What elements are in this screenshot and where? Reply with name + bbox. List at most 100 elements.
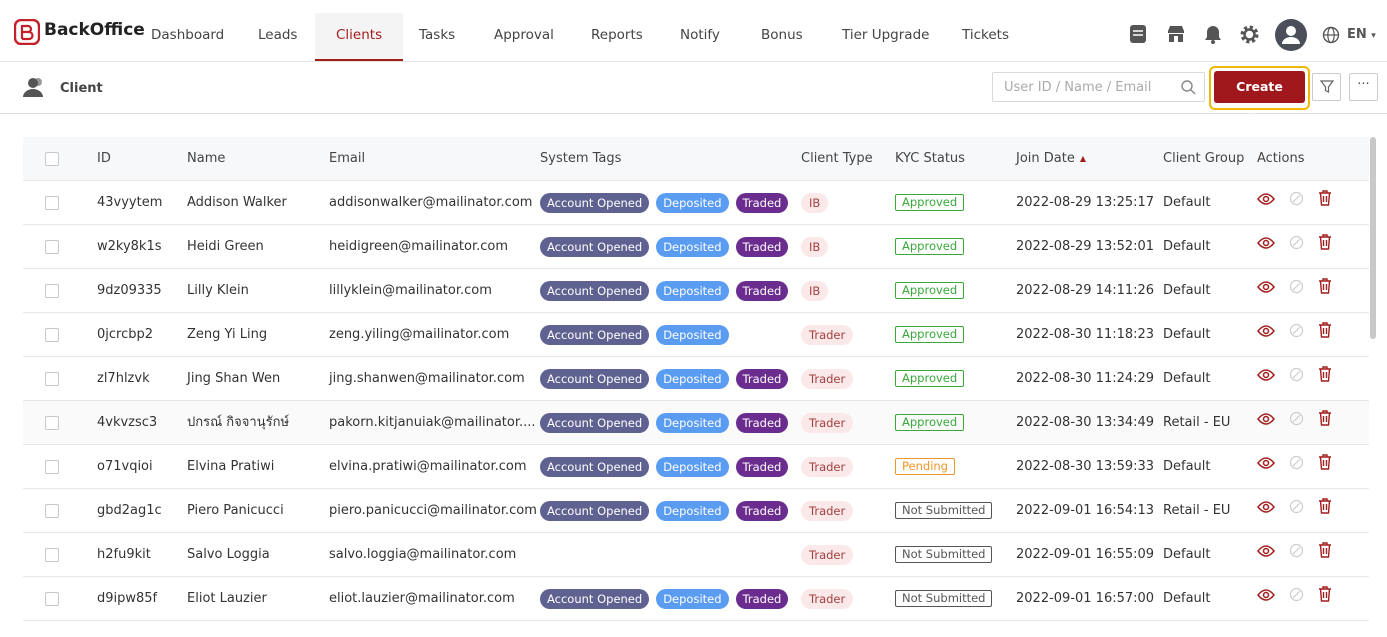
kyc-cell: Approved — [895, 313, 965, 357]
disable-icon[interactable] — [1289, 269, 1304, 313]
globe-icon[interactable] — [1322, 26, 1340, 44]
disable-icon[interactable] — [1289, 357, 1304, 401]
logo-text: BackOffice — [44, 20, 145, 40]
table-row: d9ipw85f Eliot Lauzier eliot.lauzier@maili… — [23, 577, 1369, 621]
view-icon[interactable] — [1257, 357, 1275, 401]
checkbox-cell — [45, 577, 59, 621]
kyc-status-badge: Approved — [895, 414, 965, 431]
kyc-cell: Not Submitted — [895, 533, 993, 577]
checkbox[interactable] — [45, 503, 59, 518]
search-input[interactable]: User ID / Name / Email — [992, 72, 1205, 102]
client-type-cell: IB — [801, 269, 829, 313]
delete-icon[interactable] — [1318, 313, 1332, 357]
checkbox[interactable] — [45, 195, 59, 210]
system-tag: Traded — [735, 192, 789, 213]
delete-icon[interactable] — [1318, 533, 1332, 577]
stack-icon[interactable] — [1128, 24, 1148, 44]
system-tag: Deposited — [656, 280, 729, 301]
delete-icon[interactable] — [1318, 577, 1332, 621]
view-icon[interactable] — [1257, 533, 1275, 577]
logo-icon — [14, 19, 40, 45]
checkbox[interactable] — [45, 591, 59, 606]
checkbox-cell — [45, 269, 59, 313]
disable-icon[interactable] — [1289, 401, 1304, 445]
nav-item[interactable]: Dashboard — [151, 27, 225, 43]
delete-icon[interactable] — [1318, 357, 1332, 401]
nav-item[interactable]: Approval — [494, 27, 554, 43]
nav-item[interactable]: Bonus — [761, 27, 803, 43]
client-group: Default — [1163, 591, 1211, 606]
checkbox[interactable] — [45, 283, 59, 298]
system-tag: Deposited — [656, 324, 729, 345]
disable-icon[interactable] — [1289, 313, 1304, 357]
search-icon — [1181, 80, 1196, 95]
client-name: Zeng Yi Ling — [187, 327, 268, 342]
delete-icon[interactable] — [1318, 181, 1332, 225]
client-email: jing.shanwen@mailinator.com — [329, 371, 525, 386]
disable-icon[interactable] — [1289, 533, 1304, 577]
view-icon[interactable] — [1257, 225, 1275, 269]
view-icon[interactable] — [1257, 577, 1275, 621]
view-icon[interactable] — [1257, 401, 1275, 445]
disable-icon[interactable] — [1289, 181, 1304, 225]
client-type-badge: Trader — [801, 324, 854, 345]
delete-icon[interactable] — [1318, 489, 1332, 533]
language-selector[interactable]: EN ▾ — [1347, 27, 1376, 42]
checkbox[interactable] — [45, 547, 59, 562]
delete-icon[interactable] — [1318, 445, 1332, 489]
client-id: h2fu9kit — [97, 547, 151, 562]
checkbox[interactable] — [45, 371, 59, 386]
nav-item[interactable]: Reports — [591, 27, 643, 43]
system-tag: Account Opened — [540, 368, 650, 389]
view-icon[interactable] — [1257, 181, 1275, 225]
bell-icon[interactable] — [1203, 24, 1223, 44]
column-header: Join Date ▲ — [1016, 151, 1086, 166]
actions-cell — [1257, 357, 1346, 401]
checkbox[interactable] — [45, 239, 59, 254]
table-row: zl7hlzvk Jing Shan Wen jing.shanwen@mailin… — [23, 357, 1369, 401]
nav-item[interactable]: Tasks — [419, 27, 456, 43]
filter-button[interactable] — [1312, 73, 1341, 101]
more-button[interactable]: ··· — [1349, 73, 1378, 101]
settings-icon[interactable] — [1239, 24, 1260, 45]
client-name: Elvina Pratiwi — [187, 459, 275, 474]
nav-item[interactable]: Notify — [680, 27, 720, 43]
view-icon[interactable] — [1257, 489, 1275, 533]
delete-icon[interactable] — [1318, 225, 1332, 269]
disable-icon[interactable] — [1289, 225, 1304, 269]
view-icon[interactable] — [1257, 445, 1275, 489]
nav-item[interactable]: Clients — [315, 13, 404, 61]
system-tag: Account Opened — [540, 236, 650, 257]
checkbox[interactable] — [45, 327, 59, 342]
store-icon[interactable] — [1166, 24, 1186, 44]
create-client-button[interactable]: Create Client — [1214, 71, 1305, 126]
client-type-cell: Trader — [801, 489, 854, 533]
disable-icon[interactable] — [1289, 577, 1304, 621]
table-row: gbd2ag1c Piero Panicucci piero.panicucci@m… — [23, 489, 1369, 533]
kyc-status-badge: Not Submitted — [895, 502, 993, 519]
system-tag: Deposited — [656, 412, 729, 433]
client-type-badge: Trader — [801, 588, 854, 609]
checkbox[interactable] — [45, 415, 59, 430]
nav-item[interactable]: Leads — [258, 27, 298, 43]
client-email: addisonwalker@mailinator.com — [329, 195, 533, 210]
system-tags: Account Opened Deposited Traded — [540, 445, 795, 489]
kyc-cell: Approved — [895, 401, 965, 445]
checkbox[interactable] — [45, 151, 59, 166]
sort-indicator[interactable]: ▲ — [1079, 154, 1086, 163]
delete-icon[interactable] — [1318, 401, 1332, 445]
disable-icon[interactable] — [1289, 445, 1304, 489]
delete-icon[interactable] — [1318, 269, 1332, 313]
disable-icon[interactable] — [1289, 489, 1304, 533]
nav-item[interactable]: Tier Upgrade — [842, 27, 930, 43]
view-icon[interactable] — [1257, 313, 1275, 357]
view-icon[interactable] — [1257, 269, 1275, 313]
checkbox[interactable] — [45, 459, 59, 474]
avatar[interactable] — [1275, 19, 1307, 51]
system-tags: Account Opened Deposited Traded — [540, 577, 795, 621]
system-tags: Account Opened Deposited Traded — [540, 225, 795, 269]
client-id: zl7hlzvk — [97, 371, 150, 386]
nav-item[interactable]: Tickets — [962, 27, 1009, 43]
actions-cell — [1257, 401, 1346, 445]
join-date: 2022-08-29 13:25:17 — [1016, 195, 1155, 210]
